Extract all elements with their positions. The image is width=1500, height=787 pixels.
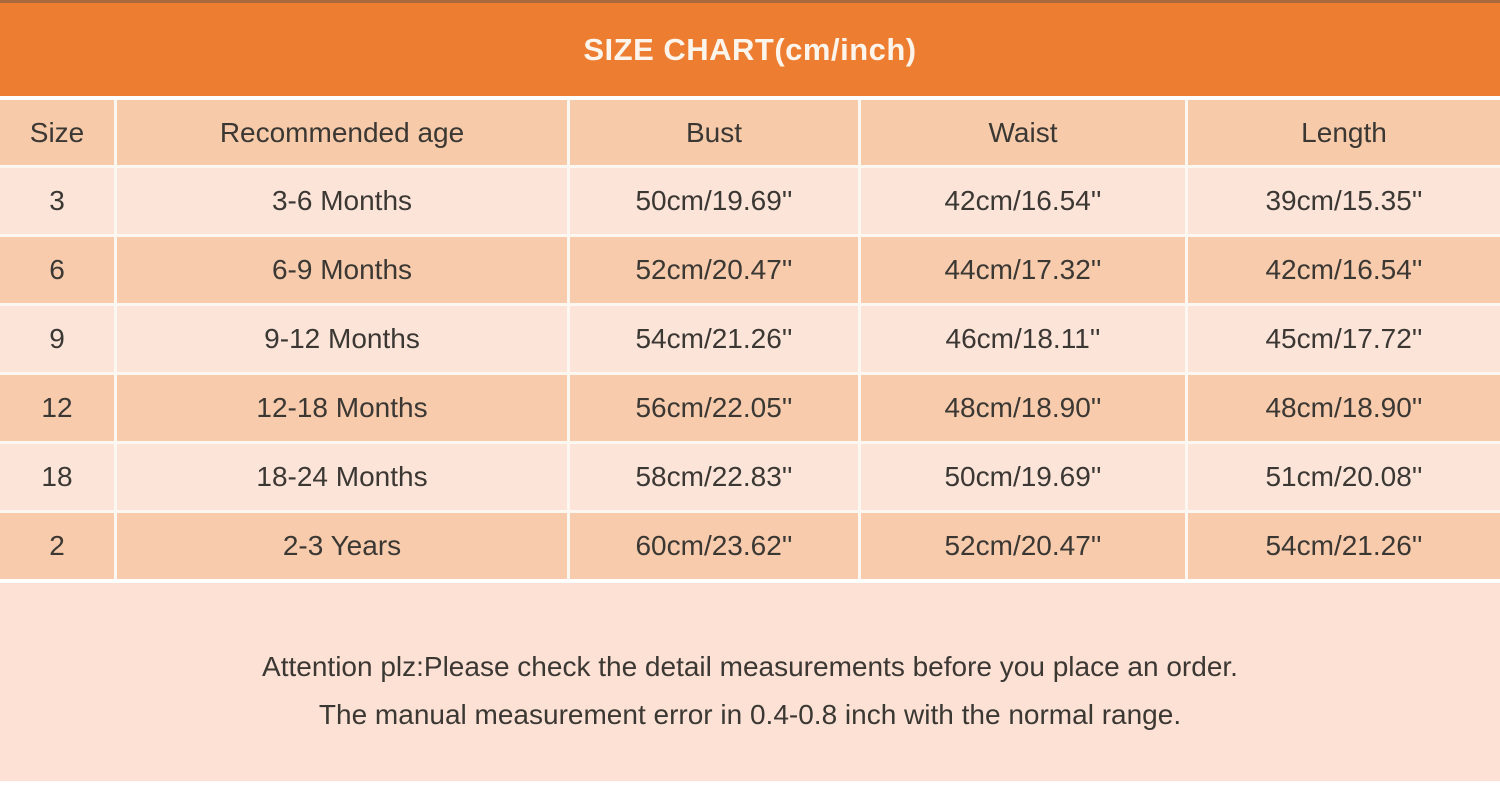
table-cell: 46cm/18.11'' bbox=[861, 306, 1185, 372]
size-table: Size Recommended age Bust Waist Length 3 3-6 M… bbox=[0, 100, 1500, 579]
table-cell: 42cm/16.54'' bbox=[861, 168, 1185, 234]
table-cell: 3 bbox=[0, 168, 114, 234]
column-header: Bust bbox=[570, 100, 858, 165]
page-title: SIZE CHART(cm/inch) bbox=[583, 31, 917, 67]
table-cell: 12-18 Months bbox=[117, 375, 567, 441]
table-cell: 50cm/19.69'' bbox=[570, 168, 858, 234]
table-cell: 6-9 Months bbox=[117, 237, 567, 303]
table-cell: 50cm/19.69'' bbox=[861, 444, 1185, 510]
table-cell: 18 bbox=[0, 444, 114, 510]
column-header: Length bbox=[1188, 100, 1500, 165]
table-cell: 2-3 Years bbox=[117, 513, 567, 579]
table-cell: 52cm/20.47'' bbox=[861, 513, 1185, 579]
table-cell: 54cm/21.26'' bbox=[1188, 513, 1500, 579]
table-cell: 58cm/22.83'' bbox=[570, 444, 858, 510]
table-cell: 9 bbox=[0, 306, 114, 372]
table-cell: 2 bbox=[0, 513, 114, 579]
table-cell: 18-24 Months bbox=[117, 444, 567, 510]
table-cell: 45cm/17.72'' bbox=[1188, 306, 1500, 372]
title-band: SIZE CHART(cm/inch) bbox=[0, 3, 1500, 96]
top-border-strip bbox=[0, 0, 1500, 3]
attention-note: Attention plz:Please check the detail me… bbox=[0, 583, 1500, 781]
table-cell: 54cm/21.26'' bbox=[570, 306, 858, 372]
table-cell: 52cm/20.47'' bbox=[570, 237, 858, 303]
note-line-2: The manual measurement error in 0.4-0.8 … bbox=[318, 699, 1182, 730]
table-cell: 39cm/15.35'' bbox=[1188, 168, 1500, 234]
table-cell: 48cm/18.90'' bbox=[1188, 375, 1500, 441]
column-header: Recommended age bbox=[117, 100, 567, 165]
table-cell: 42cm/16.54'' bbox=[1188, 237, 1500, 303]
table-cell: 60cm/23.62'' bbox=[570, 513, 858, 579]
table-cell: 44cm/17.32'' bbox=[861, 237, 1185, 303]
table-cell: 9-12 Months bbox=[117, 306, 567, 372]
table-cell: 3-6 Months bbox=[117, 168, 567, 234]
table-cell: 56cm/22.05'' bbox=[570, 375, 858, 441]
table-cell: 12 bbox=[0, 375, 114, 441]
table-cell: 48cm/18.90'' bbox=[861, 375, 1185, 441]
column-header: Size bbox=[0, 100, 114, 165]
column-header: Waist bbox=[861, 100, 1185, 165]
table-cell: 51cm/20.08'' bbox=[1188, 444, 1500, 510]
note-line-1: Attention plz:Please check the detail me… bbox=[262, 651, 1238, 682]
table-cell: 6 bbox=[0, 237, 114, 303]
